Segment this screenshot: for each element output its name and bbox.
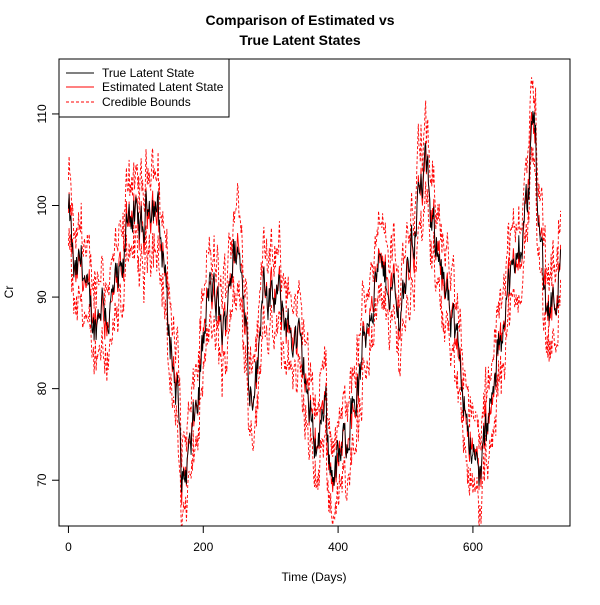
y-tick-label: 70 bbox=[35, 473, 49, 487]
y-tick-label: 100 bbox=[35, 195, 49, 215]
x-tick-label: 600 bbox=[463, 540, 483, 554]
credible-bound-upper-line bbox=[67, 77, 562, 468]
x-tick-label: 200 bbox=[193, 540, 213, 554]
x-axis-label: Time (Days) bbox=[282, 570, 347, 584]
true-latent-state-line bbox=[67, 110, 562, 493]
x-tick-label: 0 bbox=[65, 540, 72, 554]
chart-title-line-1: Comparison of Estimated vs bbox=[205, 12, 394, 28]
legend-label-estimated: Estimated Latent State bbox=[102, 80, 224, 94]
credible-bound-lower-line bbox=[67, 146, 562, 526]
legend-label-bounds: Credible Bounds bbox=[102, 95, 191, 109]
plot-frame bbox=[58, 58, 571, 527]
y-axis: 70 80 90 100 110 bbox=[35, 104, 59, 487]
y-tick-label: 90 bbox=[35, 290, 49, 304]
legend-box bbox=[58, 58, 230, 118]
y-axis-label: Cr bbox=[2, 286, 16, 299]
chart-title-line-2: True Latent States bbox=[239, 32, 361, 48]
y-tick-label: 80 bbox=[35, 382, 49, 396]
legend-label-true: True Latent State bbox=[102, 66, 195, 80]
x-tick-label: 400 bbox=[328, 540, 348, 554]
y-tick-label: 110 bbox=[35, 104, 49, 123]
x-axis: 0 200 400 600 bbox=[65, 526, 483, 554]
series-layer bbox=[67, 77, 562, 526]
legend: True Latent State Estimated Latent State… bbox=[58, 58, 230, 118]
